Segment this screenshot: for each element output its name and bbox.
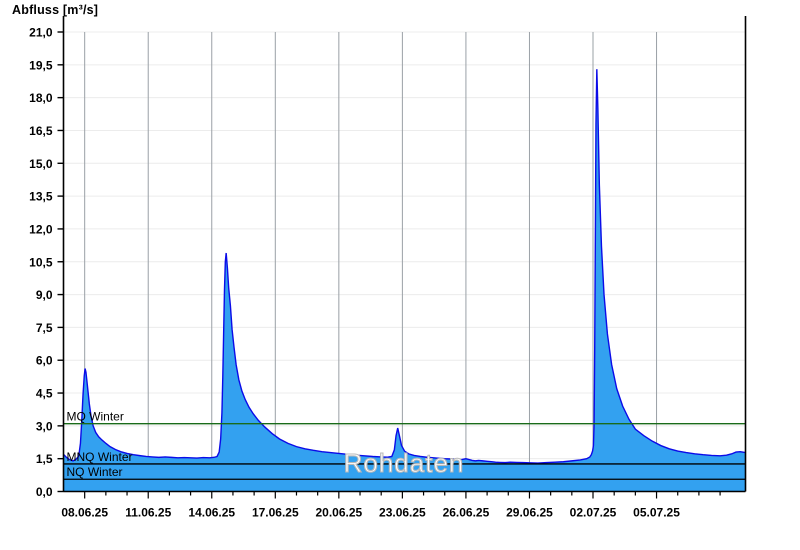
y-tick-label: 10,5	[29, 255, 53, 269]
x-tick-label: 23.06.25	[379, 506, 426, 520]
y-tick-label: 7,5	[36, 321, 53, 335]
watermark: Rohdaten	[343, 447, 465, 478]
threshold-lines	[63, 423, 746, 480]
x-tick-label: 14.06.25	[188, 506, 235, 520]
y-axis-title: Abfluss [m³/s]	[12, 3, 99, 17]
discharge-area-fill	[63, 69, 746, 492]
x-tick-label: 29.06.25	[506, 506, 553, 520]
x-tick-label: 11.06.25	[125, 506, 171, 520]
y-tick-label: 12,0	[29, 222, 53, 236]
y-tick-label: 21,0	[29, 26, 53, 40]
x-tick-label: 02.07.25	[570, 506, 617, 520]
x-tick-label: 20.06.25	[315, 506, 362, 520]
y-tick-label: 4,5	[36, 387, 53, 401]
watermark-text: Rohdaten	[344, 448, 465, 478]
axes	[57, 16, 747, 499]
y-tick-label: 18,0	[29, 91, 53, 105]
x-tick-label: 17.06.25	[252, 506, 299, 520]
x-tick-label: 08.06.25	[61, 506, 108, 520]
y-tick-label: 9,0	[36, 288, 53, 302]
y-tick-label: 13,5	[29, 190, 53, 204]
y-tick-label: 16,5	[29, 124, 53, 138]
y-axis-labels: 0,0 1,5 3,0 4,5 6,0 7,5 9,0 10,5 12,0 13,5 15,0 16,…	[29, 26, 53, 500]
threshold-label-1: MNQ Winter	[67, 450, 133, 464]
threshold-label-2: NQ Winter	[67, 465, 123, 479]
x-tick-label: 05.07.25	[633, 506, 680, 520]
y-tick-label: 0,0	[36, 485, 53, 499]
discharge-area	[62, 69, 746, 492]
x-axis-labels: 08.06.25 11.06.25 14.06.25 17.06.25 20.06.25…	[61, 506, 680, 520]
y-tick-label: 6,0	[36, 354, 53, 368]
y-tick-label: 1,5	[36, 452, 53, 466]
gridlines	[63, 31, 746, 492]
y-tick-label: 19,5	[29, 58, 53, 72]
y-tick-label: 15,0	[29, 157, 53, 171]
discharge-line	[62, 69, 746, 464]
x-tick-label: 26.06.25	[443, 506, 490, 520]
y-tick-label: 3,0	[36, 419, 53, 433]
threshold-label-0: MQ Winter	[67, 410, 124, 424]
